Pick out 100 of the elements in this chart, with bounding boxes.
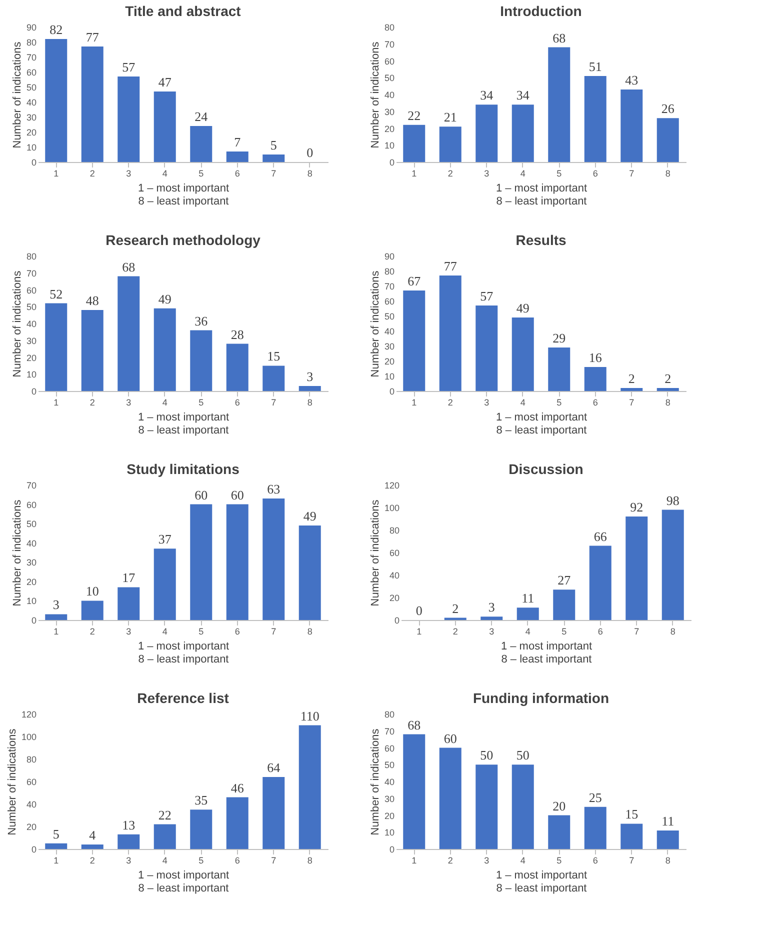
x-tick-label: 3 <box>126 856 132 866</box>
data-label: 21 <box>444 110 457 125</box>
bar <box>584 367 606 391</box>
data-label: 2 <box>452 600 459 616</box>
y-tick-label: 80 <box>384 710 394 720</box>
data-label: 0 <box>416 603 422 618</box>
data-label: 29 <box>552 330 566 346</box>
x-tick-label: 4 <box>520 398 526 408</box>
x-tick-label: 6 <box>592 398 598 408</box>
y-tick-label: 10 <box>384 140 394 151</box>
bar <box>190 504 212 620</box>
y-tick-label: 70 <box>26 52 36 62</box>
y-tick-label: 30 <box>26 336 36 346</box>
bar <box>548 47 570 162</box>
y-tick-label: 20 <box>384 810 394 821</box>
x-tick-label: 6 <box>598 626 603 636</box>
data-label: 3 <box>306 368 314 384</box>
x-tick-label: 2 <box>90 626 95 636</box>
x-tick-label: 4 <box>520 168 526 178</box>
x-tick-label: 1 <box>54 398 59 408</box>
data-label: 49 <box>303 508 316 524</box>
y-tick-label: 50 <box>384 760 394 770</box>
bar <box>620 89 643 162</box>
x-tick-label: 2 <box>452 626 458 636</box>
x-tick-label: 4 <box>162 398 168 408</box>
x-tick-label: 2 <box>90 398 95 408</box>
y-tick-label: 100 <box>384 503 400 513</box>
data-label: 24 <box>194 109 208 124</box>
data-label: 5 <box>270 138 277 152</box>
bar <box>512 318 534 391</box>
y-tick-label: 70 <box>26 268 36 278</box>
bar <box>154 92 176 162</box>
bar <box>620 388 643 391</box>
y-tick-label: 80 <box>389 526 400 536</box>
data-label: 46 <box>230 780 244 796</box>
y-tick-label: 30 <box>384 342 394 352</box>
y-tick-label: 90 <box>26 22 36 32</box>
x-tick-label: 6 <box>592 168 598 178</box>
y-tick-label: 100 <box>21 732 36 742</box>
y-tick-label: 20 <box>26 576 36 587</box>
bar <box>298 725 321 849</box>
bar <box>154 548 176 620</box>
bar <box>298 526 321 620</box>
y-tick-label: 80 <box>384 266 394 276</box>
bar <box>662 510 684 620</box>
y-axis-title: Number of indications <box>11 41 24 148</box>
bar <box>584 806 606 849</box>
bar <box>548 348 570 391</box>
chart-title: Results <box>516 232 566 248</box>
y-tick-label: 20 <box>389 593 400 603</box>
bar <box>81 600 104 620</box>
y-tick-label: 0 <box>31 386 36 396</box>
y-tick-label: 0 <box>389 844 394 854</box>
data-label: 3 <box>488 600 495 615</box>
y-tick-label: 10 <box>26 370 36 380</box>
bar <box>45 614 68 620</box>
y-tick-label: 10 <box>26 596 36 606</box>
x-tick-label: 4 <box>520 856 526 866</box>
bar <box>226 797 248 849</box>
y-tick-label: 0 <box>31 616 36 626</box>
bar <box>262 777 285 849</box>
bar <box>548 815 570 849</box>
bar <box>516 608 539 620</box>
y-axis-title: Number of indications <box>369 41 382 148</box>
y-tick-label: 80 <box>26 754 36 764</box>
x-tick-label: 3 <box>484 398 490 408</box>
x-tick-label: 5 <box>198 398 204 408</box>
x-tick-label: 6 <box>234 398 240 408</box>
data-label: 57 <box>122 60 136 74</box>
y-tick-label: 50 <box>26 519 36 530</box>
data-label: 27 <box>558 572 572 588</box>
data-label: 52 <box>50 286 63 302</box>
x-tick-label: 3 <box>484 856 490 866</box>
bar <box>476 306 498 391</box>
x-tick-label: 1 <box>54 626 59 636</box>
data-label: 22 <box>158 807 172 822</box>
x-tick-label: 3 <box>126 626 132 636</box>
data-label: 34 <box>480 88 494 103</box>
x-tick-label: 5 <box>556 168 562 178</box>
y-tick-label: 90 <box>384 252 394 262</box>
chart-title: Reference list <box>137 690 230 706</box>
x-tick-label: 3 <box>126 398 132 408</box>
chart-title: Discussion <box>508 461 584 477</box>
bar <box>403 290 426 391</box>
x-tick-label: 7 <box>271 168 276 178</box>
y-tick-label: 0 <box>31 158 36 168</box>
bar <box>476 764 498 849</box>
bar <box>439 276 462 391</box>
data-label: 22 <box>408 108 421 123</box>
y-tick-label: 30 <box>384 106 394 117</box>
data-label: 4 <box>89 828 96 842</box>
x-tick-label: 2 <box>90 168 95 178</box>
y-axis-title: Number of indications <box>11 499 24 606</box>
data-label: 36 <box>194 313 208 328</box>
bar <box>154 308 176 391</box>
data-label: 13 <box>122 817 136 832</box>
bar <box>226 152 248 162</box>
x-tick-label: 7 <box>271 398 276 408</box>
bar <box>439 748 462 849</box>
data-label: 47 <box>158 74 172 90</box>
